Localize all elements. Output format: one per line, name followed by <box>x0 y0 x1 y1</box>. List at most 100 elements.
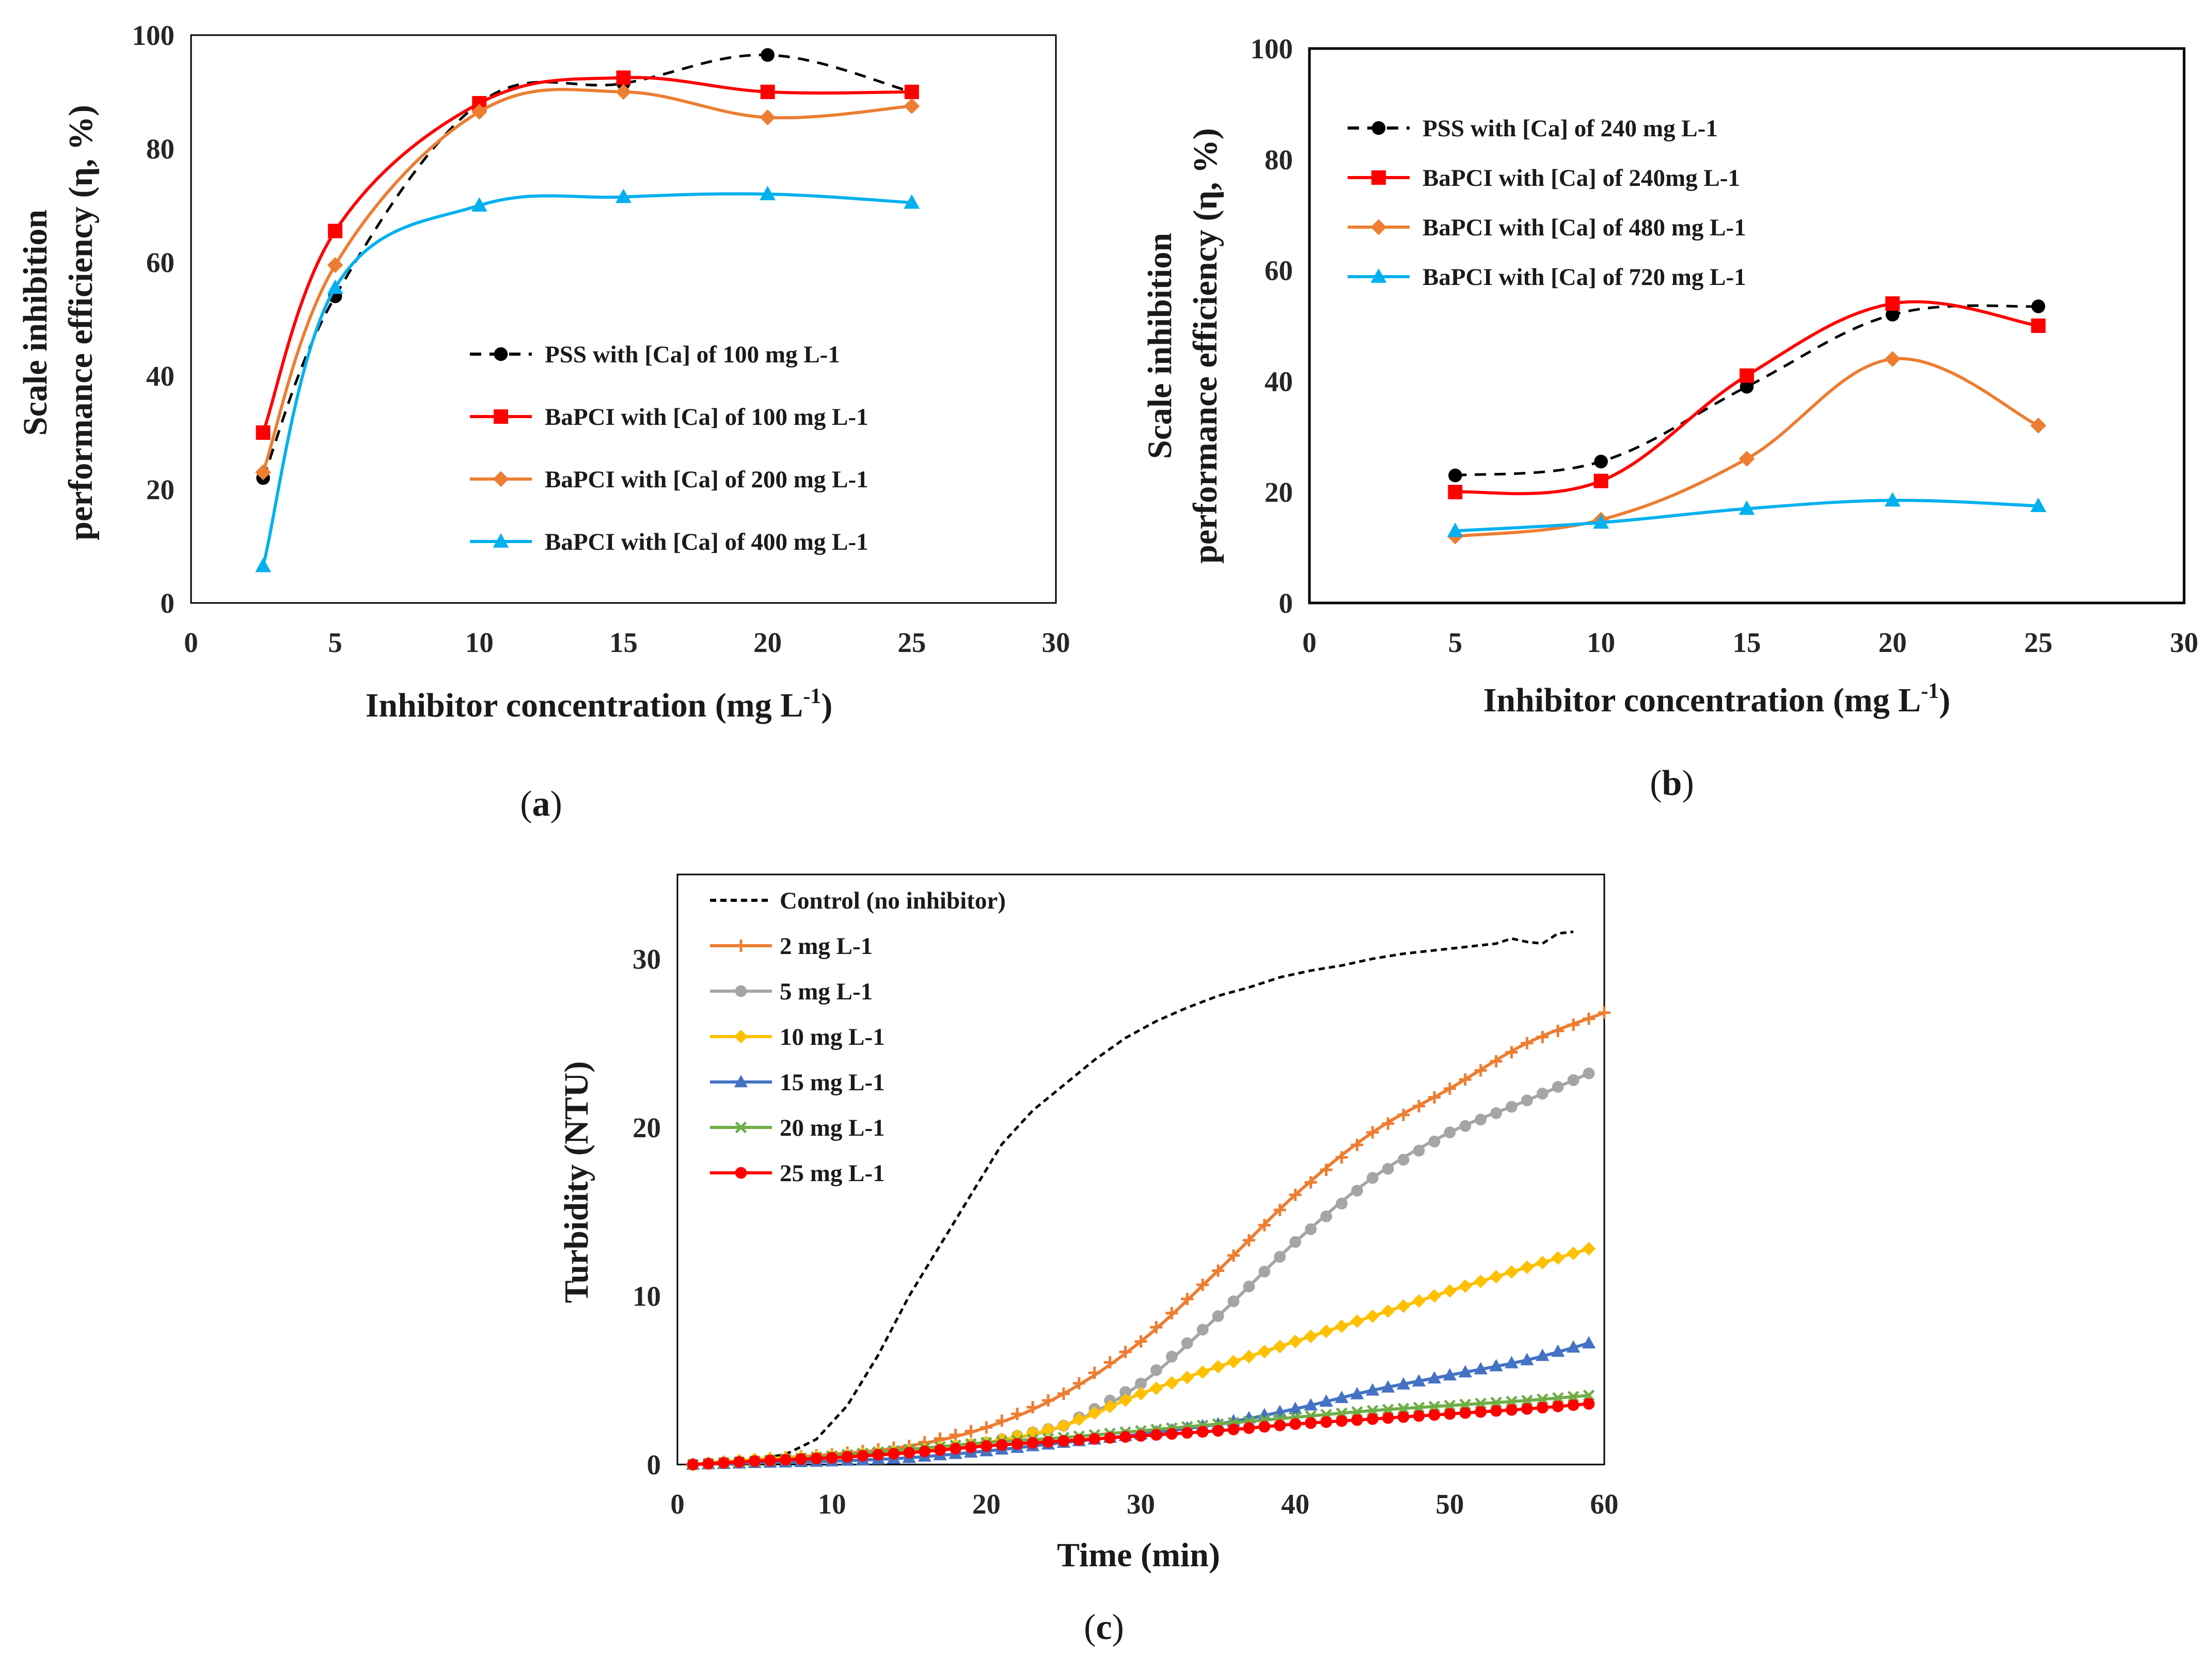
data-point <box>1305 1417 1317 1429</box>
data-point <box>1195 1365 1210 1379</box>
data-point <box>1366 1413 1379 1425</box>
series-line <box>1455 357 2039 538</box>
data-point <box>615 84 631 100</box>
data-point <box>1428 1401 1441 1413</box>
data-point <box>1274 1251 1286 1263</box>
data-point <box>1150 1429 1162 1441</box>
data-point <box>1319 1394 1333 1407</box>
data-point <box>1073 1434 1085 1446</box>
data-point <box>1227 1423 1240 1436</box>
data-point <box>1413 1402 1425 1413</box>
data-point <box>1026 1401 1039 1413</box>
data-point <box>1072 1412 1086 1426</box>
data-point <box>1397 1154 1410 1166</box>
data-point <box>1243 1280 1255 1293</box>
data-point <box>810 1452 823 1465</box>
legend-label: 2 mg L-1 <box>780 933 873 960</box>
x-tick-label: 30 <box>2170 627 2199 658</box>
data-point <box>615 188 631 203</box>
legend-marker <box>734 1029 748 1044</box>
legend-marker <box>1371 170 1386 185</box>
data-point <box>1335 1319 1349 1333</box>
data-point <box>1181 1293 1194 1306</box>
legend-marker <box>735 1167 747 1179</box>
x-tick-label: 5 <box>328 627 342 658</box>
data-point <box>1582 1336 1596 1349</box>
data-point <box>1459 1120 1472 1132</box>
legend-entry: 15 mg L-1 <box>710 1069 885 1096</box>
data-point <box>1336 1415 1348 1427</box>
data-point <box>1490 1396 1502 1409</box>
data-point <box>1567 1074 1579 1086</box>
data-point <box>1149 1381 1163 1395</box>
data-point <box>949 1428 962 1441</box>
data-point <box>872 1449 884 1461</box>
series-4 <box>255 185 920 572</box>
data-point <box>1305 1223 1317 1235</box>
legend-marker <box>1370 219 1387 235</box>
data-point <box>1598 1006 1610 1019</box>
data-point <box>1505 1265 1519 1279</box>
data-point <box>1243 1422 1255 1434</box>
x-tick-label: 0 <box>184 627 198 658</box>
data-point <box>1257 1344 1272 1359</box>
data-point <box>1304 1176 1317 1189</box>
data-point <box>1289 1188 1302 1201</box>
data-point <box>1459 1073 1472 1086</box>
x-tick-label: 0 <box>670 1488 685 1520</box>
x-tick-label: 5 <box>1448 627 1463 658</box>
data-point <box>1010 1429 1024 1443</box>
data-point <box>1489 1359 1503 1372</box>
data-point <box>996 1414 1008 1427</box>
data-point <box>1506 1101 1518 1113</box>
data-point <box>2030 497 2047 512</box>
data-point <box>1351 1185 1363 1197</box>
data-point <box>1489 1269 1503 1284</box>
legend-marker <box>735 985 747 997</box>
data-point <box>1490 1405 1502 1417</box>
data-point <box>1427 1371 1442 1383</box>
data-point <box>1026 1437 1039 1449</box>
data-point <box>1320 1164 1333 1176</box>
legend-marker <box>735 1121 747 1134</box>
y-tick-label: 20 <box>633 1112 661 1143</box>
x-tick-label: 60 <box>1590 1488 1619 1520</box>
data-point <box>1444 1126 1456 1139</box>
data-point <box>1057 1435 1070 1447</box>
y-tick-label: 60 <box>146 247 175 278</box>
legend-label: PSS with [Ca] of 100 mg L-1 <box>545 341 840 368</box>
data-point <box>327 279 343 294</box>
y-tick-label: 20 <box>146 474 175 505</box>
data-point <box>1289 1236 1302 1248</box>
data-point <box>934 1444 946 1456</box>
data-point <box>1413 1410 1425 1422</box>
data-point <box>1057 1387 1070 1400</box>
data-point <box>1273 1340 1287 1354</box>
data-point <box>328 224 343 238</box>
data-point <box>1520 1352 1534 1365</box>
data-point <box>1474 1275 1488 1288</box>
data-point <box>1594 454 1608 469</box>
data-point <box>1490 1107 1502 1119</box>
legend-marker <box>494 347 508 361</box>
data-point <box>1274 1419 1286 1431</box>
legend-label: BaPCI with [Ca] of 400 mg L-1 <box>545 529 868 555</box>
legend-entry: 20 mg L-1 <box>710 1115 885 1141</box>
data-point <box>1366 1309 1380 1323</box>
data-point <box>1258 1266 1271 1278</box>
data-point <box>857 1450 869 1462</box>
x-tick-label: 40 <box>1281 1488 1309 1520</box>
data-point <box>795 1453 807 1465</box>
data-point <box>1273 1203 1286 1216</box>
data-point <box>327 257 343 273</box>
data-point <box>980 1440 992 1452</box>
data-point <box>1552 1025 1565 1038</box>
data-point <box>1336 1198 1348 1210</box>
data-point <box>1242 1349 1256 1364</box>
data-point <box>1381 1304 1395 1318</box>
legend-entry: PSS with [Ca] of 100 mg L-1 <box>470 341 840 368</box>
caption-a: (a) <box>520 784 562 824</box>
legend-marker <box>493 471 509 487</box>
series-line <box>262 53 912 479</box>
legend-entry: 5 mg L-1 <box>710 978 873 1005</box>
